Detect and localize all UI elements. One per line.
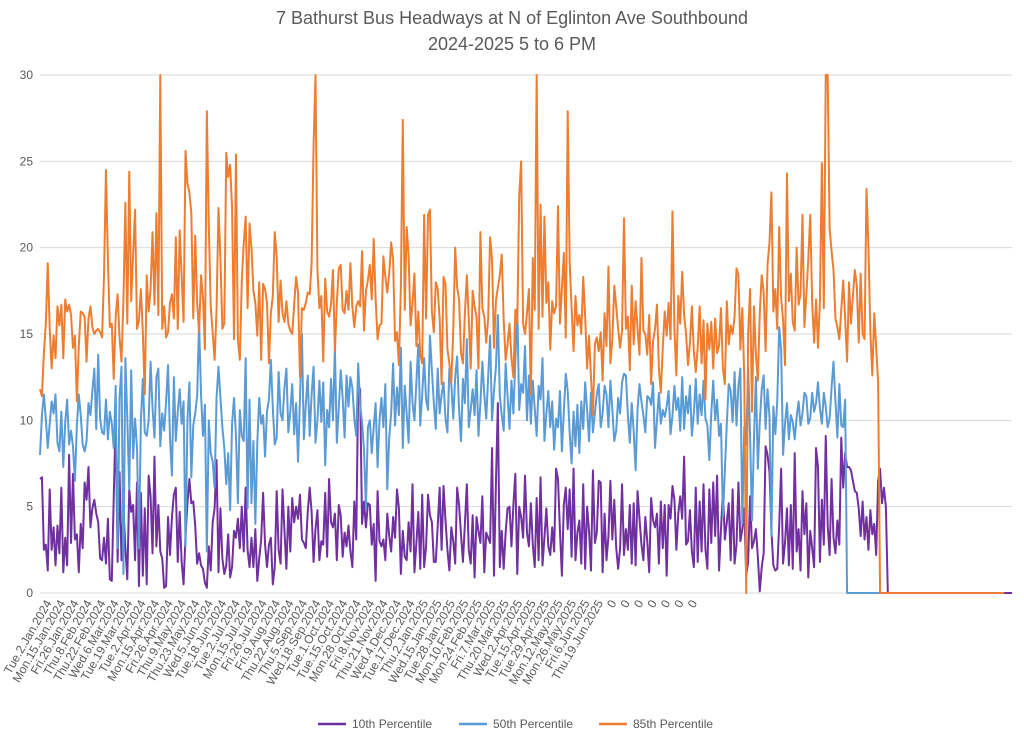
y-tick-label: 15 <box>20 327 34 341</box>
y-tick-label: 20 <box>20 241 34 255</box>
y-tick-label: 10 <box>20 413 34 427</box>
y-tick-label: 0 <box>26 586 33 600</box>
x-axis-ticks: Tue.2.Jan.2024Mon.15.Jan.2024Fri.26.Jan.… <box>1 597 700 687</box>
legend-item: 50th Percentile <box>459 717 573 731</box>
legend-label: 10th Percentile <box>352 717 432 731</box>
series-line-50th-percentile <box>39 307 972 594</box>
legend-item: 85th Percentile <box>599 717 713 731</box>
y-tick-label: 30 <box>20 68 34 82</box>
series-line-10th-percentile <box>39 384 1012 594</box>
series-lines <box>39 74 1012 594</box>
y-tick-label: 25 <box>20 154 34 168</box>
chart-title: 7 Bathurst Bus Headways at N of Eglinton… <box>276 8 748 28</box>
legend-label: 85th Percentile <box>633 717 713 731</box>
legend-label: 50th Percentile <box>493 717 573 731</box>
y-tick-label: 5 <box>26 500 33 514</box>
chart-subtitle: 2024-2025 5 to 6 PM <box>428 34 596 54</box>
series-line-85th-percentile <box>39 74 1005 594</box>
x-tick-label: 0 <box>685 597 701 610</box>
legend-item: 10th Percentile <box>318 717 432 731</box>
legend: 10th Percentile 50th Percentile 85th Perce… <box>318 717 713 731</box>
y-axis-ticks: 0 5 10 15 20 25 30 <box>20 68 34 600</box>
